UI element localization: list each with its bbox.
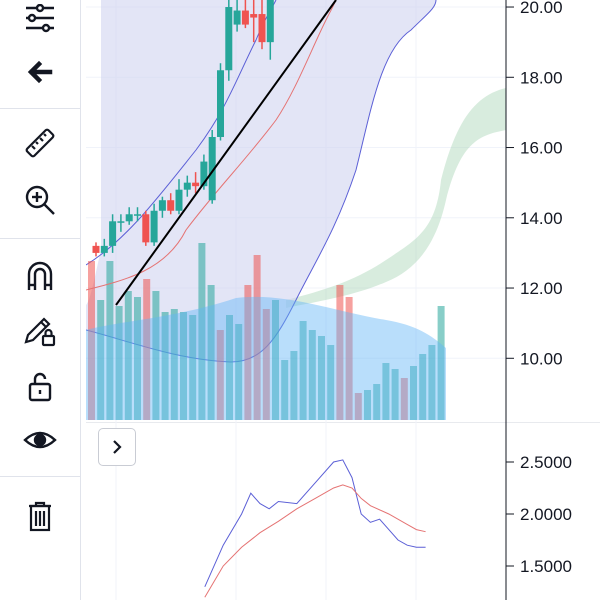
candle-body bbox=[167, 200, 175, 211]
candle-body bbox=[117, 221, 125, 223]
volume-bar bbox=[235, 324, 243, 420]
candle-body bbox=[241, 10, 249, 25]
volume-bar bbox=[124, 291, 132, 420]
volume-bar bbox=[115, 306, 123, 420]
candle-body bbox=[100, 245, 108, 253]
price-tick-label: 18.00 bbox=[520, 68, 563, 87]
candle-body bbox=[192, 182, 200, 187]
volume-bar bbox=[318, 336, 325, 420]
price-tick-label: 12.00 bbox=[520, 279, 563, 298]
indicator-blue-line bbox=[204, 459, 426, 588]
volume-bar bbox=[198, 243, 206, 420]
volume-bar bbox=[419, 354, 427, 420]
price-tick-label: 14.00 bbox=[520, 209, 563, 228]
candle-body bbox=[158, 200, 166, 211]
lock-drawing-icon[interactable] bbox=[0, 308, 80, 352]
volume-bar bbox=[134, 297, 141, 420]
candle-body bbox=[258, 14, 266, 43]
chart-area[interactable]: 20.00 18.00 16.00 14.00 12.00 10.00 2.5000 2.0… bbox=[86, 0, 600, 600]
indicator-tick-label: 2.5000 bbox=[520, 453, 572, 472]
zoom-in-icon[interactable] bbox=[0, 178, 80, 222]
expand-panel-button[interactable] bbox=[98, 428, 136, 466]
candle-body bbox=[142, 214, 150, 243]
candle-body bbox=[200, 161, 208, 187]
volume-bar bbox=[244, 285, 252, 420]
volume-bar bbox=[290, 351, 298, 420]
candle-body bbox=[125, 214, 133, 222]
volume-bar bbox=[281, 360, 289, 420]
volume-bar bbox=[180, 312, 187, 420]
candle-body bbox=[183, 182, 191, 190]
volume-bar bbox=[400, 378, 408, 420]
volume-bar bbox=[272, 300, 279, 420]
price-tick-label: 16.00 bbox=[520, 139, 563, 158]
trend-line bbox=[115, 0, 337, 306]
price-pane[interactable]: 20.00 18.00 16.00 14.00 12.00 10.00 bbox=[86, 0, 600, 422]
volume-ma-area bbox=[86, 296, 446, 420]
volume-bar bbox=[253, 255, 261, 420]
volume-bar bbox=[207, 285, 215, 420]
volume-bar bbox=[428, 345, 436, 420]
volume-bar bbox=[170, 309, 178, 420]
volume-bar bbox=[97, 300, 105, 420]
volume-bar bbox=[262, 309, 270, 420]
indicator-red-line bbox=[204, 484, 426, 598]
volume-bar bbox=[437, 306, 445, 420]
volume-bar bbox=[189, 315, 197, 420]
ruler-icon[interactable] bbox=[0, 122, 80, 166]
volume-bar bbox=[327, 345, 335, 420]
trash-icon[interactable] bbox=[0, 494, 80, 538]
indicator-pane[interactable]: 2.5000 2.0000 1.5000 bbox=[86, 422, 600, 600]
bollinger-band-fill bbox=[86, 0, 436, 362]
volume-bar bbox=[410, 366, 417, 420]
volume-bar bbox=[373, 384, 381, 420]
candle-body bbox=[92, 245, 100, 253]
volume-bar bbox=[161, 312, 169, 420]
volume-bar bbox=[354, 393, 362, 420]
settings-sliders-icon[interactable] bbox=[0, 0, 80, 44]
volume-bar bbox=[299, 321, 307, 420]
ichimoku-cloud bbox=[286, 88, 506, 308]
volume-bar bbox=[106, 261, 114, 420]
chevron-right-icon bbox=[113, 440, 122, 454]
candle-body bbox=[233, 10, 241, 25]
candle-body bbox=[217, 70, 224, 137]
volume-bar bbox=[216, 330, 224, 420]
bollinger-lower-line bbox=[86, 0, 437, 363]
magnet-icon[interactable] bbox=[0, 254, 80, 298]
candle-body bbox=[266, 0, 274, 43]
volume-bar bbox=[391, 369, 399, 420]
volume-bar bbox=[382, 363, 390, 420]
unlock-icon[interactable] bbox=[0, 364, 80, 408]
price-tick-label: 10.00 bbox=[520, 349, 563, 368]
candle-body bbox=[175, 189, 183, 211]
drawing-toolbar bbox=[0, 0, 81, 600]
volume-bar bbox=[152, 291, 160, 420]
candle-body bbox=[208, 136, 216, 201]
indicator-tick-label: 2.0000 bbox=[520, 505, 572, 524]
volume-bar bbox=[226, 315, 233, 420]
volume-bar bbox=[143, 279, 151, 420]
moving-average-line bbox=[86, 0, 337, 291]
eye-icon[interactable] bbox=[0, 418, 80, 462]
volume-bar bbox=[88, 261, 95, 420]
volume-bar bbox=[336, 285, 344, 420]
candle-body bbox=[134, 214, 141, 216]
back-arrow-icon[interactable] bbox=[0, 50, 80, 94]
candle-body bbox=[150, 210, 158, 243]
indicator-tick-label: 1.5000 bbox=[520, 557, 572, 576]
candle-body bbox=[225, 7, 233, 71]
volume-bar bbox=[308, 330, 316, 420]
volume-bar bbox=[345, 297, 353, 420]
candle-body bbox=[109, 221, 117, 246]
price-tick-label: 20.00 bbox=[520, 0, 563, 17]
candle-body bbox=[250, 14, 258, 18]
volume-bar bbox=[364, 390, 371, 420]
